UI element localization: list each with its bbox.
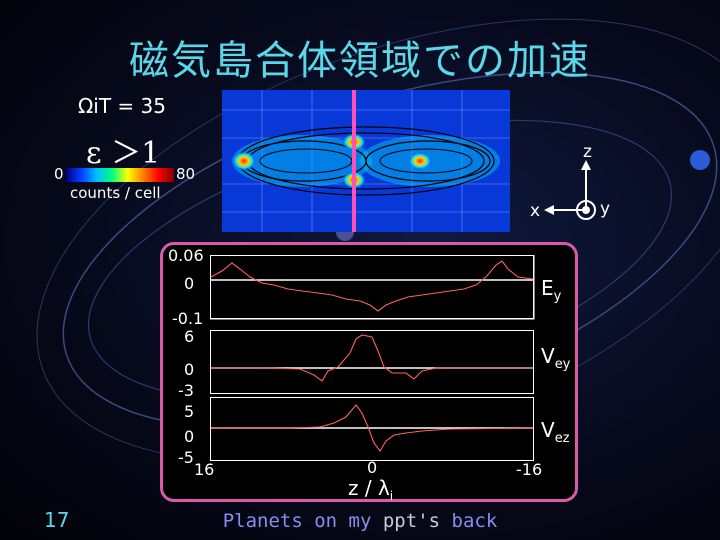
x-axis-label: z / λi bbox=[348, 476, 393, 503]
x-tick-center: 0 bbox=[367, 458, 378, 477]
slide-title: 磁気島合体領域での加速 bbox=[129, 38, 591, 84]
label-ey-main: E bbox=[541, 276, 554, 300]
tick-vey-bottom: -3 bbox=[178, 381, 194, 400]
tick-vey-zero: 0 bbox=[184, 360, 195, 379]
footer-back: back bbox=[451, 510, 498, 532]
simulation-image bbox=[222, 90, 510, 232]
colorbar bbox=[66, 168, 174, 182]
tick-ey-top: 0.06 bbox=[168, 246, 204, 265]
epsilon-label: ε ＞1 bbox=[86, 136, 161, 171]
omega-time-label: ΩiT = 35 bbox=[78, 94, 166, 118]
label-vey: Vey bbox=[541, 344, 570, 372]
label-ey: Ey bbox=[541, 276, 561, 304]
x-tick-right: -16 bbox=[516, 460, 543, 479]
label-vez-main: V bbox=[541, 418, 555, 442]
tick-vey-top: 6 bbox=[184, 327, 195, 346]
tick-ey-bottom: -0.1 bbox=[172, 309, 204, 328]
label-vez-sub: ez bbox=[554, 431, 570, 446]
colorbar-min: 0 bbox=[54, 165, 64, 183]
planet-icon bbox=[690, 150, 710, 170]
trace-vey bbox=[211, 334, 533, 382]
colorbar-unit: counts / cell bbox=[70, 184, 161, 202]
trace-ey bbox=[210, 260, 534, 312]
field-plots bbox=[210, 255, 535, 461]
axis-x-label: x bbox=[530, 201, 541, 221]
x-axis-label-sub: i bbox=[389, 489, 394, 503]
axis-y-label: y bbox=[600, 199, 611, 219]
footer-planets: Planets on my bbox=[222, 510, 372, 532]
colorbar-max: 80 bbox=[176, 165, 196, 183]
x-axis-label-main: z / λ bbox=[348, 476, 390, 500]
slide-number: 17 bbox=[44, 508, 70, 532]
label-ey-sub: y bbox=[553, 289, 562, 304]
label-vey-sub: ey bbox=[554, 357, 571, 372]
axis-glyph bbox=[544, 160, 596, 220]
tick-vez-top: 5 bbox=[184, 402, 195, 421]
label-vez: Vez bbox=[541, 418, 570, 446]
tick-vez-zero: 0 bbox=[184, 427, 195, 446]
tick-vez-bottom: -5 bbox=[178, 448, 194, 467]
tick-ey-zero: 0 bbox=[184, 274, 195, 293]
x-tick-left: 16 bbox=[194, 460, 215, 479]
island-contour-plot bbox=[222, 90, 510, 232]
footer-ppt: ppt's bbox=[382, 510, 441, 532]
axis-z-label: z bbox=[583, 142, 592, 162]
trace-vez bbox=[211, 404, 534, 452]
footer-caption: Planets on my ppt's back bbox=[0, 510, 720, 532]
label-vey-main: V bbox=[541, 344, 555, 368]
